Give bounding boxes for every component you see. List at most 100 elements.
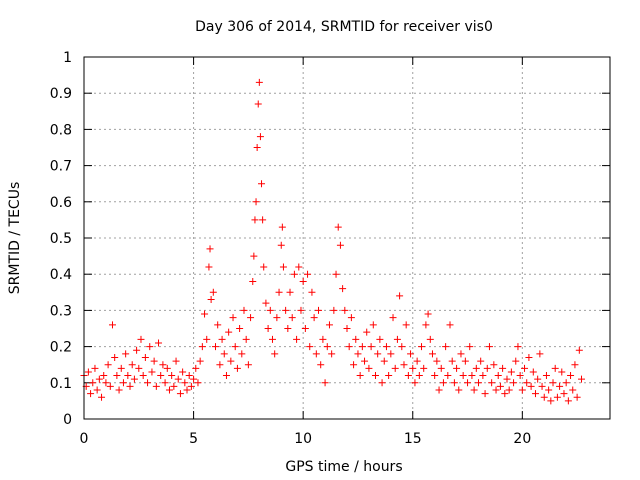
data-point — [181, 379, 189, 387]
data-point — [218, 335, 226, 343]
data-point — [277, 241, 285, 249]
data-point — [512, 357, 520, 365]
data-point — [547, 397, 555, 405]
data-point — [299, 277, 307, 285]
y-tick-label: 0.6 — [50, 195, 72, 211]
data-point — [374, 350, 382, 358]
data-point — [343, 325, 351, 332]
data-point — [275, 288, 283, 296]
data-point — [148, 368, 156, 376]
x-tick-label: 15 — [404, 431, 422, 447]
data-point — [124, 372, 132, 380]
data-point — [475, 379, 482, 387]
data-point — [424, 310, 432, 318]
data-point — [279, 263, 287, 271]
y-tick-label: 0.4 — [50, 267, 72, 283]
data-point — [163, 364, 171, 372]
data-points — [80, 78, 586, 405]
data-point — [273, 314, 281, 322]
data-point — [152, 382, 160, 390]
data-point — [435, 386, 443, 394]
data-point — [225, 328, 233, 336]
data-point — [255, 78, 263, 86]
data-point — [490, 361, 498, 369]
x-tick-label: 10 — [294, 431, 312, 447]
data-point — [453, 364, 461, 372]
data-point — [336, 241, 344, 249]
data-point — [426, 335, 434, 343]
data-point — [433, 357, 441, 365]
data-point — [334, 223, 342, 231]
data-point — [488, 379, 496, 387]
data-point — [190, 375, 198, 383]
data-point — [306, 343, 314, 351]
grid-lines — [84, 57, 610, 419]
data-point — [569, 386, 577, 394]
data-point — [382, 343, 390, 351]
data-point — [133, 346, 141, 354]
data-point — [439, 379, 447, 387]
data-point — [214, 321, 222, 329]
data-point — [286, 288, 294, 296]
data-point — [354, 350, 362, 358]
data-point — [256, 133, 264, 141]
data-point — [534, 375, 542, 383]
data-point — [194, 379, 202, 387]
data-point — [413, 357, 421, 365]
data-point — [295, 263, 303, 271]
data-point — [437, 364, 445, 372]
data-point — [391, 364, 399, 372]
data-point — [229, 314, 237, 322]
data-point — [304, 270, 312, 278]
data-point — [87, 390, 95, 398]
data-point — [332, 270, 340, 278]
data-point — [400, 361, 408, 369]
data-point — [371, 372, 379, 380]
y-axis-label: SRMTID / TECUs — [7, 182, 23, 295]
data-point — [174, 375, 182, 383]
data-point — [461, 357, 469, 365]
y-tick-label: 0 — [63, 412, 72, 428]
data-point — [411, 379, 419, 387]
data-point — [222, 372, 230, 380]
y-tick-label: 0.1 — [50, 376, 72, 392]
data-point — [503, 375, 511, 383]
data-point — [407, 350, 415, 358]
data-point — [553, 393, 561, 401]
axis-ticks: 00.10.20.30.40.50.60.70.80.910 5 10 15 20 — [50, 50, 610, 447]
data-point — [328, 350, 336, 358]
data-point — [128, 361, 136, 369]
data-point — [499, 364, 507, 372]
data-point — [402, 321, 410, 329]
data-point — [260, 263, 268, 271]
data-point — [564, 397, 572, 405]
y-tick-label: 0.3 — [50, 303, 72, 319]
data-point — [161, 379, 169, 387]
data-point — [367, 343, 375, 351]
data-point — [455, 386, 463, 394]
data-point — [510, 379, 518, 387]
data-point — [179, 368, 187, 376]
data-point — [236, 325, 244, 332]
data-point — [536, 350, 544, 358]
data-point — [212, 343, 219, 351]
data-point — [244, 361, 252, 369]
data-point — [119, 379, 127, 387]
data-point — [301, 325, 309, 332]
data-point — [468, 372, 476, 380]
data-point — [233, 364, 241, 372]
data-point — [168, 372, 176, 380]
data-point — [266, 306, 274, 314]
data-point — [100, 372, 108, 380]
data-point — [249, 277, 257, 285]
x-tick-label: 0 — [80, 431, 89, 447]
data-point — [562, 379, 570, 387]
data-point — [312, 350, 320, 358]
x-tick-label: 5 — [189, 431, 198, 447]
data-point — [483, 364, 491, 372]
data-point — [415, 372, 423, 380]
data-point — [542, 372, 550, 380]
data-point — [104, 361, 112, 369]
data-point — [203, 335, 211, 343]
